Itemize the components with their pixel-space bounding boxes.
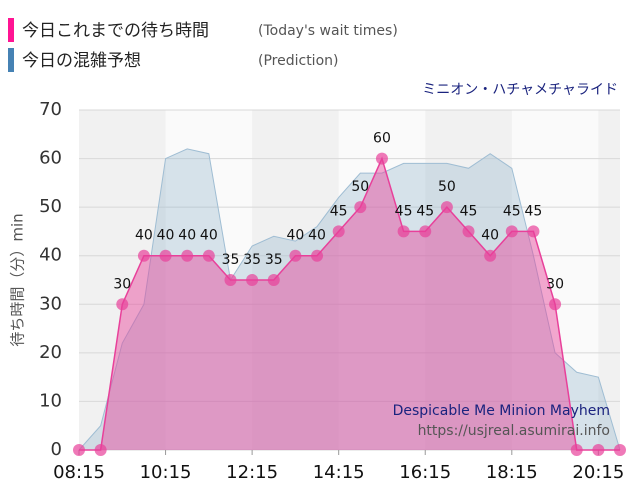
- y-tick-label: 50: [39, 196, 62, 217]
- x-tick-label: 10:15: [140, 462, 192, 483]
- x-tick-label: 12:15: [226, 462, 278, 483]
- legend-note: (Today's wait times): [258, 23, 398, 39]
- legend-swatch: [8, 48, 14, 72]
- subtitle: ミニオン・ハチャメチャライド: [422, 82, 618, 98]
- annotation: https://usjreal.asumirai.info: [418, 423, 610, 439]
- data-label: 50: [438, 179, 456, 195]
- point: [311, 249, 324, 262]
- data-label: 40: [135, 228, 153, 244]
- legend-label: 今日これまでの待ち時間: [22, 21, 209, 41]
- point: [202, 249, 215, 262]
- x-tick-label: 16:15: [399, 462, 451, 483]
- data-label: 40: [178, 228, 196, 244]
- point: [570, 444, 583, 456]
- data-label: 45: [395, 203, 413, 219]
- data-label: 35: [222, 252, 240, 268]
- data-label: 35: [243, 252, 261, 268]
- data-label: 50: [351, 179, 369, 195]
- point: [375, 152, 388, 165]
- point: [549, 298, 562, 311]
- plot-bg: [79, 110, 620, 450]
- point: [484, 249, 497, 262]
- x-tick-label: 18:15: [486, 462, 538, 483]
- point: [159, 249, 172, 262]
- data-label: 45: [525, 203, 543, 219]
- point: [592, 444, 605, 456]
- data-label: 60: [373, 131, 391, 147]
- point: [94, 444, 107, 456]
- y-axis-label: 待ち時間（分）min: [9, 213, 27, 346]
- data-label: 45: [416, 203, 434, 219]
- y-tick-label: 40: [39, 245, 62, 266]
- point: [73, 444, 85, 456]
- plot: [78, 109, 621, 455]
- point: [505, 225, 518, 238]
- y-tick-label: 10: [39, 390, 62, 411]
- x-tick-label: 14:15: [313, 462, 365, 483]
- plot-band: [598, 110, 620, 450]
- point: [462, 225, 475, 238]
- point: [181, 249, 194, 262]
- data-label: 40: [286, 228, 304, 244]
- point: [332, 225, 345, 238]
- data-label: 45: [460, 203, 478, 219]
- point: [224, 274, 237, 286]
- data-label: 45: [503, 203, 521, 219]
- data-label: 40: [308, 228, 326, 244]
- point: [419, 225, 432, 238]
- point: [354, 201, 367, 214]
- point: [137, 249, 150, 262]
- data-label: 40: [157, 228, 175, 244]
- y-tick-label: 20: [39, 342, 62, 363]
- point: [527, 225, 540, 238]
- y-tick-label: 70: [39, 99, 62, 120]
- area-fill: [79, 158, 620, 451]
- area-fill: [79, 148, 620, 450]
- data-label: 30: [546, 276, 564, 292]
- plot-band: [425, 110, 512, 450]
- legend-swatch: [8, 18, 14, 42]
- y-tick-label: 0: [51, 439, 62, 460]
- point: [614, 444, 626, 456]
- x-tick-label: 08:15: [53, 462, 105, 483]
- plot-band: [79, 110, 166, 450]
- data-label: 30: [113, 276, 131, 292]
- point: [267, 274, 280, 286]
- point: [289, 249, 302, 262]
- data-label: 40: [200, 228, 218, 244]
- line: [78, 148, 621, 451]
- point: [116, 298, 129, 311]
- point: [246, 274, 259, 286]
- data-label: 45: [330, 203, 348, 219]
- point: [397, 225, 410, 238]
- data-label: 40: [481, 228, 499, 244]
- legend-note: (Prediction): [258, 53, 338, 69]
- annotation: Despicable Me Minion Mayhem: [393, 403, 610, 419]
- y-tick-label: 30: [39, 293, 62, 314]
- x-tick-label: 20:15: [572, 462, 624, 483]
- y-tick-label: 60: [39, 148, 62, 169]
- point: [440, 201, 453, 214]
- legend-label: 今日の混雑予想: [22, 51, 141, 71]
- data-label: 35: [265, 252, 283, 268]
